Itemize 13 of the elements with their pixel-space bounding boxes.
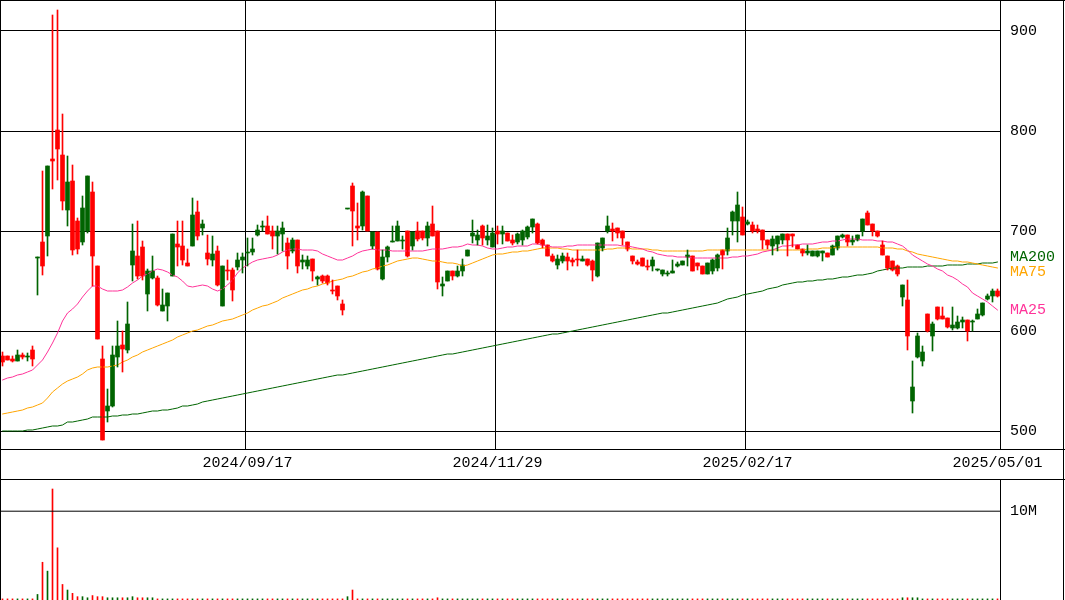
y-tick-label: 900: [1010, 22, 1038, 40]
y-tick-label: 600: [1010, 322, 1038, 340]
x-tick-label: 2024/11/29: [452, 454, 543, 472]
x-tick-label: 2025/05/01: [952, 454, 1043, 472]
x-tick-label: 2024/09/17: [202, 454, 293, 472]
y-tick-label: 700: [1010, 222, 1038, 240]
ref-line-label: 10M: [1010, 503, 1038, 521]
series-label: MA25: [1010, 301, 1047, 319]
x-tick-label: 2025/02/17: [702, 454, 793, 472]
y-tick-label: 500: [1010, 422, 1038, 440]
series-label: MA75: [1010, 264, 1047, 282]
series-label: MA200: [1010, 249, 1056, 267]
y-tick-label: 800: [1010, 122, 1038, 140]
